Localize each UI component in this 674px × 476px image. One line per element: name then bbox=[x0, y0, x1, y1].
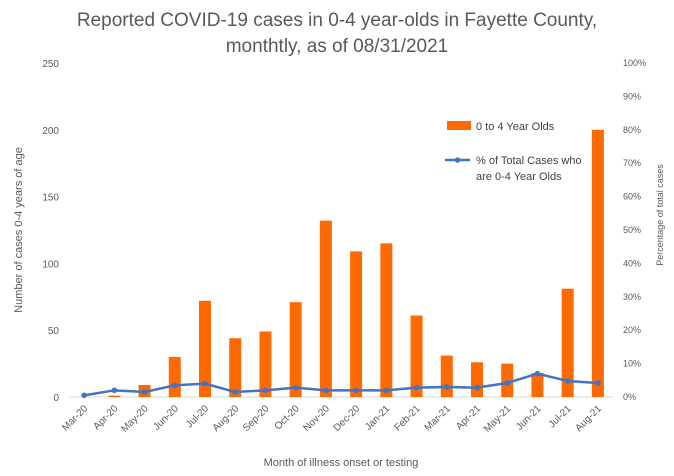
bar bbox=[471, 362, 483, 397]
line-point bbox=[383, 387, 390, 394]
line-point bbox=[534, 370, 541, 377]
bar bbox=[591, 129, 604, 398]
y-right-tick-label: 60% bbox=[623, 192, 641, 202]
bar bbox=[561, 288, 574, 397]
y-right-axis-title: Percentage of total cases bbox=[655, 164, 665, 266]
y-left-tick-label: 50 bbox=[48, 326, 60, 337]
line-point bbox=[232, 389, 239, 395]
y-right-tick-label: 40% bbox=[623, 258, 641, 268]
line-point bbox=[323, 387, 329, 394]
line-point bbox=[443, 384, 450, 390]
y-left-axis-title: Number of cases 0-4 years of age bbox=[13, 147, 25, 313]
line-point bbox=[474, 384, 480, 391]
x-tick-label: Aug-20 bbox=[211, 403, 242, 434]
legend-label-bars: 0 to 4 Year Olds bbox=[476, 121, 555, 133]
x-tick-label: Jan-21 bbox=[363, 403, 393, 433]
x-tick-label: Jul-21 bbox=[547, 403, 574, 430]
x-tick-label: Apr-21 bbox=[454, 403, 483, 432]
y-right-tick-label: 90% bbox=[623, 91, 641, 101]
x-tick-label: Jun-20 bbox=[151, 403, 181, 433]
line-point bbox=[504, 380, 511, 386]
y-left-tick-label: 250 bbox=[42, 59, 59, 70]
line-point bbox=[564, 378, 571, 384]
y-right-tick-label: 10% bbox=[623, 359, 641, 369]
x-tick-label: Mar-21 bbox=[423, 403, 453, 433]
bar bbox=[199, 300, 211, 397]
y-right-tick-label: 100% bbox=[623, 58, 646, 68]
bar bbox=[440, 355, 453, 397]
legend-label-line-1: % of Total Cases who bbox=[476, 155, 582, 167]
bar bbox=[531, 372, 544, 397]
y-right-tick-label: 50% bbox=[623, 225, 641, 235]
line-point bbox=[111, 387, 118, 394]
line-point bbox=[413, 384, 420, 391]
chart-title-line2: monthtly, as of 08/31/2021 bbox=[225, 36, 449, 57]
y-right-tick-label: 70% bbox=[623, 158, 641, 168]
y-left-tick-label: 0 bbox=[53, 393, 59, 404]
x-tick-label: Sep-20 bbox=[241, 403, 272, 434]
bar bbox=[229, 338, 242, 397]
x-tick-label: Nov-20 bbox=[301, 403, 332, 434]
x-tick-label: May-20 bbox=[119, 403, 151, 435]
y-right-tick-label: 80% bbox=[623, 125, 641, 135]
y-right-tick-label: 20% bbox=[623, 325, 641, 335]
x-tick-label: Jun-21 bbox=[514, 403, 544, 433]
x-tick-label: Mar-20 bbox=[60, 403, 90, 433]
legend-swatch-point bbox=[454, 157, 461, 163]
y-left-tick-label: 200 bbox=[42, 126, 59, 137]
bar bbox=[289, 302, 302, 397]
bar bbox=[259, 331, 272, 397]
bar bbox=[410, 315, 423, 397]
line-point bbox=[262, 387, 269, 394]
y-right-tick-label: 30% bbox=[623, 292, 641, 302]
series-line bbox=[83, 372, 598, 397]
bar bbox=[380, 243, 393, 397]
x-tick-label: Oct-20 bbox=[273, 403, 302, 432]
x-tick-label: Aug-21 bbox=[573, 403, 604, 434]
x-tick-label: May-21 bbox=[482, 403, 514, 435]
x-tick-label: Jul-20 bbox=[184, 403, 211, 430]
x-axis-title: Month of illness onset or testing bbox=[264, 457, 419, 469]
chart-title-line1: Reported COVID-19 cases in 0-4 year-olds… bbox=[76, 10, 598, 31]
x-tick-label: Dec-20 bbox=[332, 403, 363, 434]
line-point bbox=[595, 380, 601, 386]
x-tick-label: Apr-20 bbox=[91, 403, 120, 432]
line-point bbox=[81, 392, 87, 399]
bar bbox=[350, 251, 363, 397]
bar bbox=[168, 356, 181, 397]
y-left-tick-label: 100 bbox=[42, 259, 59, 270]
bar bbox=[108, 395, 121, 397]
y-left-tick-label: 150 bbox=[42, 193, 59, 204]
line-point bbox=[353, 387, 359, 394]
legend-swatch-bars bbox=[447, 121, 471, 130]
bar bbox=[319, 220, 332, 397]
x-tick-label: Feb-21 bbox=[392, 403, 422, 433]
y-right-tick-label: 0% bbox=[623, 392, 636, 402]
line-point bbox=[171, 382, 178, 389]
line-point bbox=[141, 389, 148, 395]
legend-label-line-2: are 0-4 Year Olds bbox=[476, 171, 562, 183]
line-point bbox=[292, 384, 299, 391]
line-point bbox=[202, 380, 208, 387]
